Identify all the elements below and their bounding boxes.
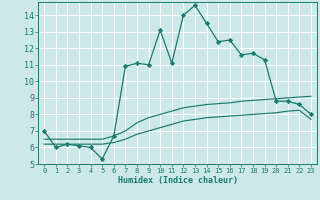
X-axis label: Humidex (Indice chaleur): Humidex (Indice chaleur) [118, 176, 238, 185]
